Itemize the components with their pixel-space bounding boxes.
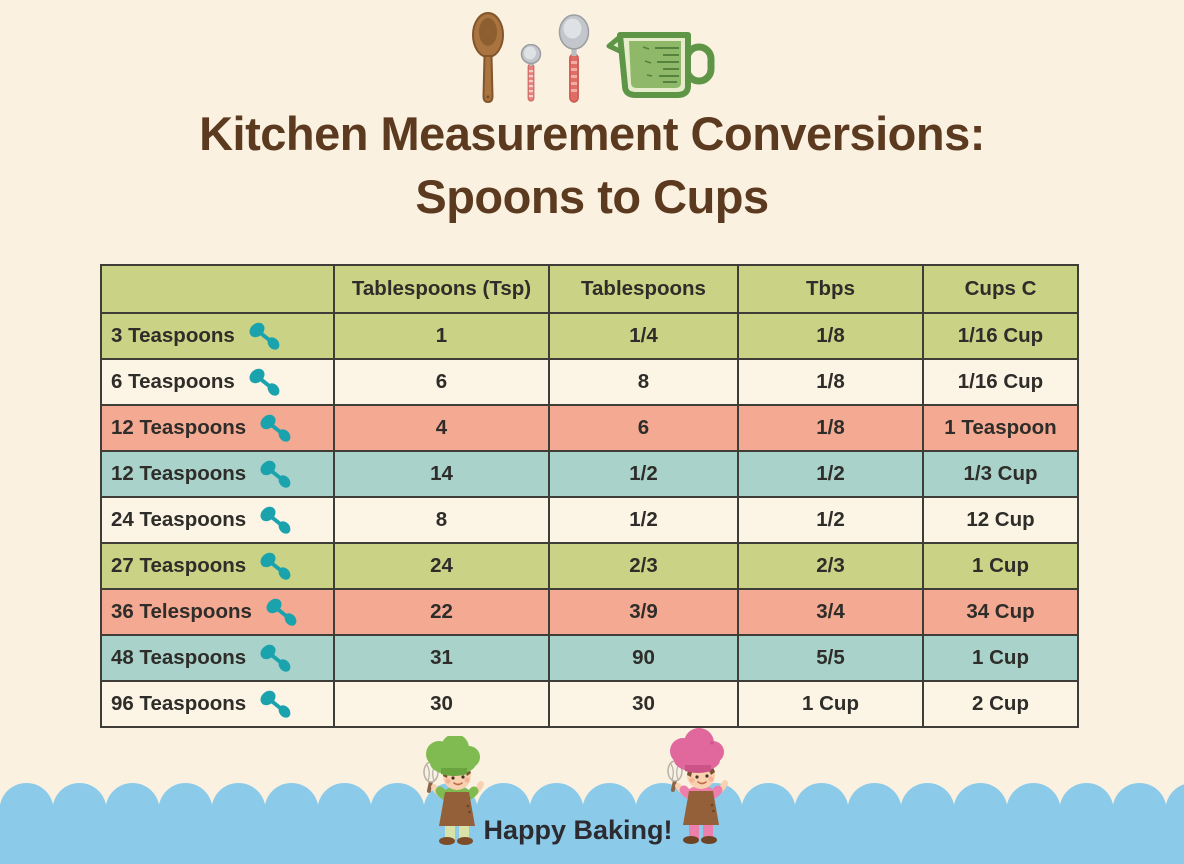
table-cell: 6 bbox=[548, 404, 739, 452]
column-header: Tablespoons (Tsp) bbox=[333, 264, 550, 314]
teaspoon-icon bbox=[260, 690, 291, 718]
table-cell: 6 bbox=[333, 358, 550, 406]
teaspoon-icon bbox=[260, 644, 291, 672]
table-cell: 1/16 Cup bbox=[922, 312, 1079, 360]
table-row: 12 Teaspoons 14 1/2 1/2 1/3 Cup bbox=[100, 450, 1079, 498]
header-row: Tablespoons (Tsp) Tablespoons Tbps Cups C bbox=[100, 264, 1079, 314]
column-header: Tablespoons bbox=[548, 264, 739, 314]
footer-message: Happy Baking! bbox=[483, 815, 673, 845]
table-cell: 90 bbox=[548, 634, 739, 682]
column-header: Cups C bbox=[922, 264, 1079, 314]
table-cell: 31 bbox=[333, 634, 550, 682]
large-measuring-spoon-icon bbox=[558, 14, 590, 103]
row-label-cell: 6 Teaspoons bbox=[100, 358, 335, 406]
table-row: 96 Teaspoons 30 30 1 Cup 2 Cup bbox=[100, 680, 1079, 728]
table-cell: 8 bbox=[548, 358, 739, 406]
teaspoon-icon bbox=[260, 414, 291, 442]
table-cell: 1/2 bbox=[548, 450, 739, 498]
chef-hat-pink bbox=[670, 728, 724, 773]
table-cell: 1/8 bbox=[737, 358, 924, 406]
title-line-2: Spoons to Cups bbox=[415, 170, 769, 223]
row-label: 12 Teaspoons bbox=[111, 416, 247, 439]
table-row: 12 Teaspoons 4 6 1/8 1 Teaspoon bbox=[100, 404, 1079, 452]
table-cell: 1 Cup bbox=[922, 634, 1079, 682]
row-label: 48 Teaspoons bbox=[111, 646, 247, 669]
row-label: 3 Teaspoons bbox=[111, 324, 235, 347]
teaspoon-icon bbox=[266, 598, 297, 626]
table-cell: 1/2 bbox=[737, 496, 924, 544]
table-cell: 1/8 bbox=[737, 312, 924, 360]
row-label-cell: 12 Teaspoons bbox=[100, 404, 335, 452]
table-cell: 2 Cup bbox=[922, 680, 1079, 728]
table-cell: 3/9 bbox=[548, 588, 739, 636]
row-label-cell: 12 Teaspoons bbox=[100, 450, 335, 498]
table-cell: 1/4 bbox=[548, 312, 739, 360]
table-cell: 5/5 bbox=[737, 634, 924, 682]
table-cell: 30 bbox=[333, 680, 550, 728]
teaspoon-icon bbox=[260, 552, 291, 580]
table-cell: 22 bbox=[333, 588, 550, 636]
table-cell: 2/3 bbox=[737, 542, 924, 590]
table-row: 27 Teaspoons 24 2/3 2/3 1 Cup bbox=[100, 542, 1079, 590]
chef-kid-green-icon bbox=[423, 736, 484, 845]
column-header: Tbps bbox=[737, 264, 924, 314]
title-line-1: Kitchen Measurement Conversions: bbox=[199, 107, 985, 160]
row-label: 36 Telespoons bbox=[111, 600, 252, 623]
small-measuring-spoon-icon bbox=[520, 44, 542, 102]
table-cell: 1 Teaspoon bbox=[922, 404, 1079, 452]
utensil-icons bbox=[470, 6, 717, 104]
row-label-cell: 48 Teaspoons bbox=[100, 634, 335, 682]
table-cell: 3/4 bbox=[737, 588, 924, 636]
row-label: 24 Teaspoons bbox=[111, 508, 247, 531]
table-row: 48 Teaspoons 31 90 5/5 1 Cup bbox=[100, 634, 1079, 682]
table-cell: 12 Cup bbox=[922, 496, 1079, 544]
teaspoon-icon bbox=[260, 460, 291, 488]
teaspoon-icon bbox=[249, 368, 280, 396]
table-cell: 24 bbox=[333, 542, 550, 590]
row-label-cell: 3 Teaspoons bbox=[100, 312, 335, 360]
table-cell: 2/3 bbox=[548, 542, 739, 590]
chef-hat-green bbox=[426, 736, 480, 776]
table-cell: 4 bbox=[333, 404, 550, 452]
page-title: Kitchen Measurement Conversions: Spoons … bbox=[0, 102, 1184, 228]
teaspoon-icon bbox=[249, 322, 280, 350]
wooden-spoon-icon bbox=[472, 12, 504, 104]
table-cell: 1 Cup bbox=[922, 542, 1079, 590]
table-cell: 1 bbox=[333, 312, 550, 360]
row-label: 96 Teaspoons bbox=[111, 692, 247, 715]
conversion-table: Tablespoons (Tsp) Tablespoons Tbps Cups C 3… bbox=[100, 264, 1079, 728]
chef-kid-pink-icon bbox=[667, 728, 728, 844]
table-cell: 8 bbox=[333, 496, 550, 544]
measuring-cup-icon bbox=[606, 32, 715, 98]
row-label-cell: 24 Teaspoons bbox=[100, 496, 335, 544]
table-cell: 14 bbox=[333, 450, 550, 498]
row-label-cell: 96 Teaspoons bbox=[100, 680, 335, 728]
row-label: 6 Teaspoons bbox=[111, 370, 235, 393]
wave-decoration bbox=[0, 774, 1184, 864]
table-cell: 1/16 Cup bbox=[922, 358, 1079, 406]
row-label: 27 Teaspoons bbox=[111, 554, 247, 577]
table-cell: 1/8 bbox=[737, 404, 924, 452]
table-row: 24 Teaspoons 8 1/2 1/2 12 Cup bbox=[100, 496, 1079, 544]
table-cell: 1 Cup bbox=[737, 680, 924, 728]
table-cell: 30 bbox=[548, 680, 739, 728]
table-cell: 1/2 bbox=[548, 496, 739, 544]
column-header bbox=[100, 264, 335, 314]
row-label-cell: 36 Telespoons bbox=[100, 588, 335, 636]
table-row: 36 Telespoons 22 3/9 3/4 34 Cup bbox=[100, 588, 1079, 636]
table-cell: 34 Cup bbox=[922, 588, 1079, 636]
table-row: 3 Teaspoons 1 1/4 1/8 1/16 Cup bbox=[100, 312, 1079, 360]
table-cell: 1/2 bbox=[737, 450, 924, 498]
table-row: 6 Teaspoons 6 8 1/8 1/16 Cup bbox=[100, 358, 1079, 406]
table-cell: 1/3 Cup bbox=[922, 450, 1079, 498]
row-label: 12 Teaspoons bbox=[111, 462, 247, 485]
row-label-cell: 27 Teaspoons bbox=[100, 542, 335, 590]
teaspoon-icon bbox=[260, 506, 291, 534]
